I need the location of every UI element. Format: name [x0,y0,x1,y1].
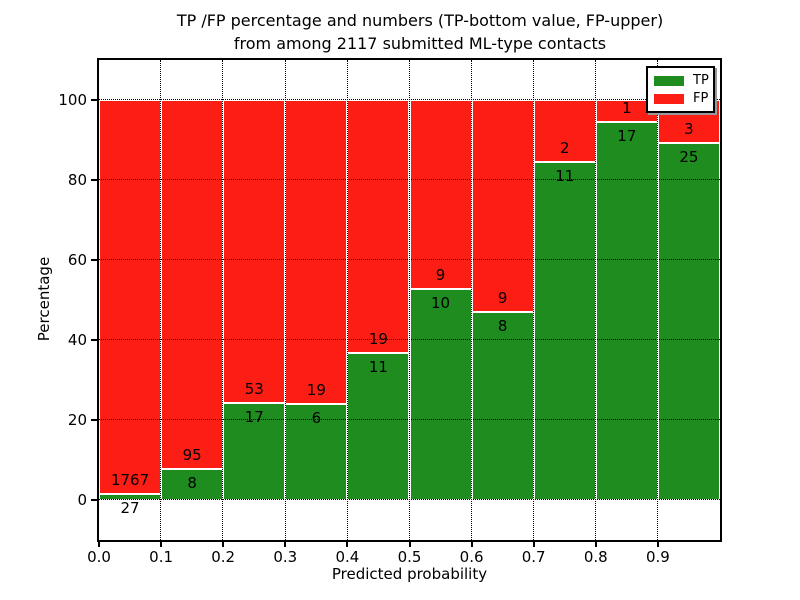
tp-count-label: 6 [311,409,322,427]
x-tick [284,541,287,547]
chart-title: TP /FP percentage and numbers (TP-bottom… [110,9,730,55]
x-tick-label: 0.8 [583,548,608,566]
fp-count-label: 2 [559,138,570,157]
tp-bar-segment [223,402,286,500]
tp-bar-segment [347,353,410,500]
x-tick [594,541,597,547]
x-tick-label: 0.7 [521,548,546,566]
x-tick [346,541,349,547]
fp-bar-segment [471,100,534,312]
x-tick-label: 0.3 [273,548,298,566]
fp-bar-segment [99,100,162,494]
horizontal-gridline [99,499,720,501]
fp-bar-segment [533,100,596,162]
x-tick-label: 0.9 [645,548,670,566]
y-tick-label: 80 [67,171,87,189]
y-axis-label: Percentage [35,256,53,342]
y-tick-label: 0 [77,491,87,509]
tp-count-label: 8 [187,473,197,492]
legend-label: FP [693,91,709,106]
x-tick [532,541,535,547]
tp-count-label: 17 [244,407,264,426]
fp-count-label: 1 [622,99,632,118]
vertical-gridline [346,60,348,540]
vertical-gridline [408,60,410,540]
legend-entry-tp: TP [654,73,709,88]
horizontal-gridline [99,259,720,261]
x-tick [408,541,411,547]
fp-bar-segment [409,100,472,290]
tp-bar-segment [409,289,472,500]
vertical-gridline [657,60,659,540]
vertical-gridline [470,60,472,540]
fp-count-label: 3 [684,119,694,138]
vertical-gridline [595,60,596,540]
x-axis-label: Predicted probability [331,565,488,583]
x-tick [98,541,100,547]
y-tick [91,259,97,261]
tp-count-label: 25 [679,147,699,166]
tp-swatch-icon [654,75,684,86]
tp-count-label: 11 [368,358,388,377]
fp-bar-segment [285,100,348,404]
fp-count-label: 9 [435,266,446,285]
horizontal-gridline [99,179,720,181]
fp-bar-segment [347,100,410,354]
vertical-gridline [222,60,224,540]
fp-count-label: 19 [368,330,388,349]
vertical-gridline [532,60,534,540]
x-tick [160,541,163,547]
tp-bar-segment [657,142,720,500]
vertical-gridline [284,60,286,540]
fp-count-label: 19 [306,381,326,399]
tp-count-label: 10 [431,294,451,313]
horizontal-gridline [99,419,720,421]
x-tick [656,541,659,547]
x-tick-label: 0.6 [459,548,484,566]
legend-entry-fp: FP [654,91,709,106]
fp-swatch-icon [654,93,684,104]
x-tick-label: 0.1 [149,548,174,566]
x-tick-label: 0.2 [211,548,236,566]
y-tick [91,499,97,501]
chart-title-line2: from among 2117 submitted ML-type contac… [233,34,607,53]
fp-count-label: 1767 [110,470,150,489]
y-tick-label: 20 [67,411,87,429]
plot-area: 1767 27 95 8 53 17 19 6 19 11 9 10 9 8 2 11 1 17 3 25 0.0 0.1… [58,58,722,566]
x-tick [470,541,473,547]
fp-bar-segment [223,100,286,403]
chart-title-line1: TP /FP percentage and numbers (TP-bottom… [176,11,664,30]
fp-count-label: 9 [497,288,508,307]
tp-count-label: 8 [497,316,508,335]
tp-count-label: 27 [120,498,140,517]
x-tick-label: 0.0 [87,548,111,566]
x-tick-label: 0.4 [335,548,360,566]
tp-count-label: 11 [555,166,575,185]
x-tick [222,541,225,547]
y-tick [91,339,97,341]
y-tick-label: 100 [58,91,87,109]
y-tick [91,99,97,101]
y-tick [91,419,97,421]
vertical-gridline [160,60,162,540]
horizontal-gridline [99,339,720,341]
x-tick-label: 0.5 [397,548,422,566]
tp-bar-segment [161,468,224,500]
y-tick-label: 60 [67,251,87,269]
fp-count-label: 95 [182,445,202,464]
tp-bar-segment [533,161,596,500]
y-tick [91,179,97,181]
legend-label: TP [693,73,709,88]
fp-count-label: 53 [244,379,264,398]
legend: TP FP [646,66,715,113]
horizontal-gridline [99,99,720,101]
tp-count-label: 17 [617,127,637,146]
y-tick-label: 40 [67,331,87,349]
